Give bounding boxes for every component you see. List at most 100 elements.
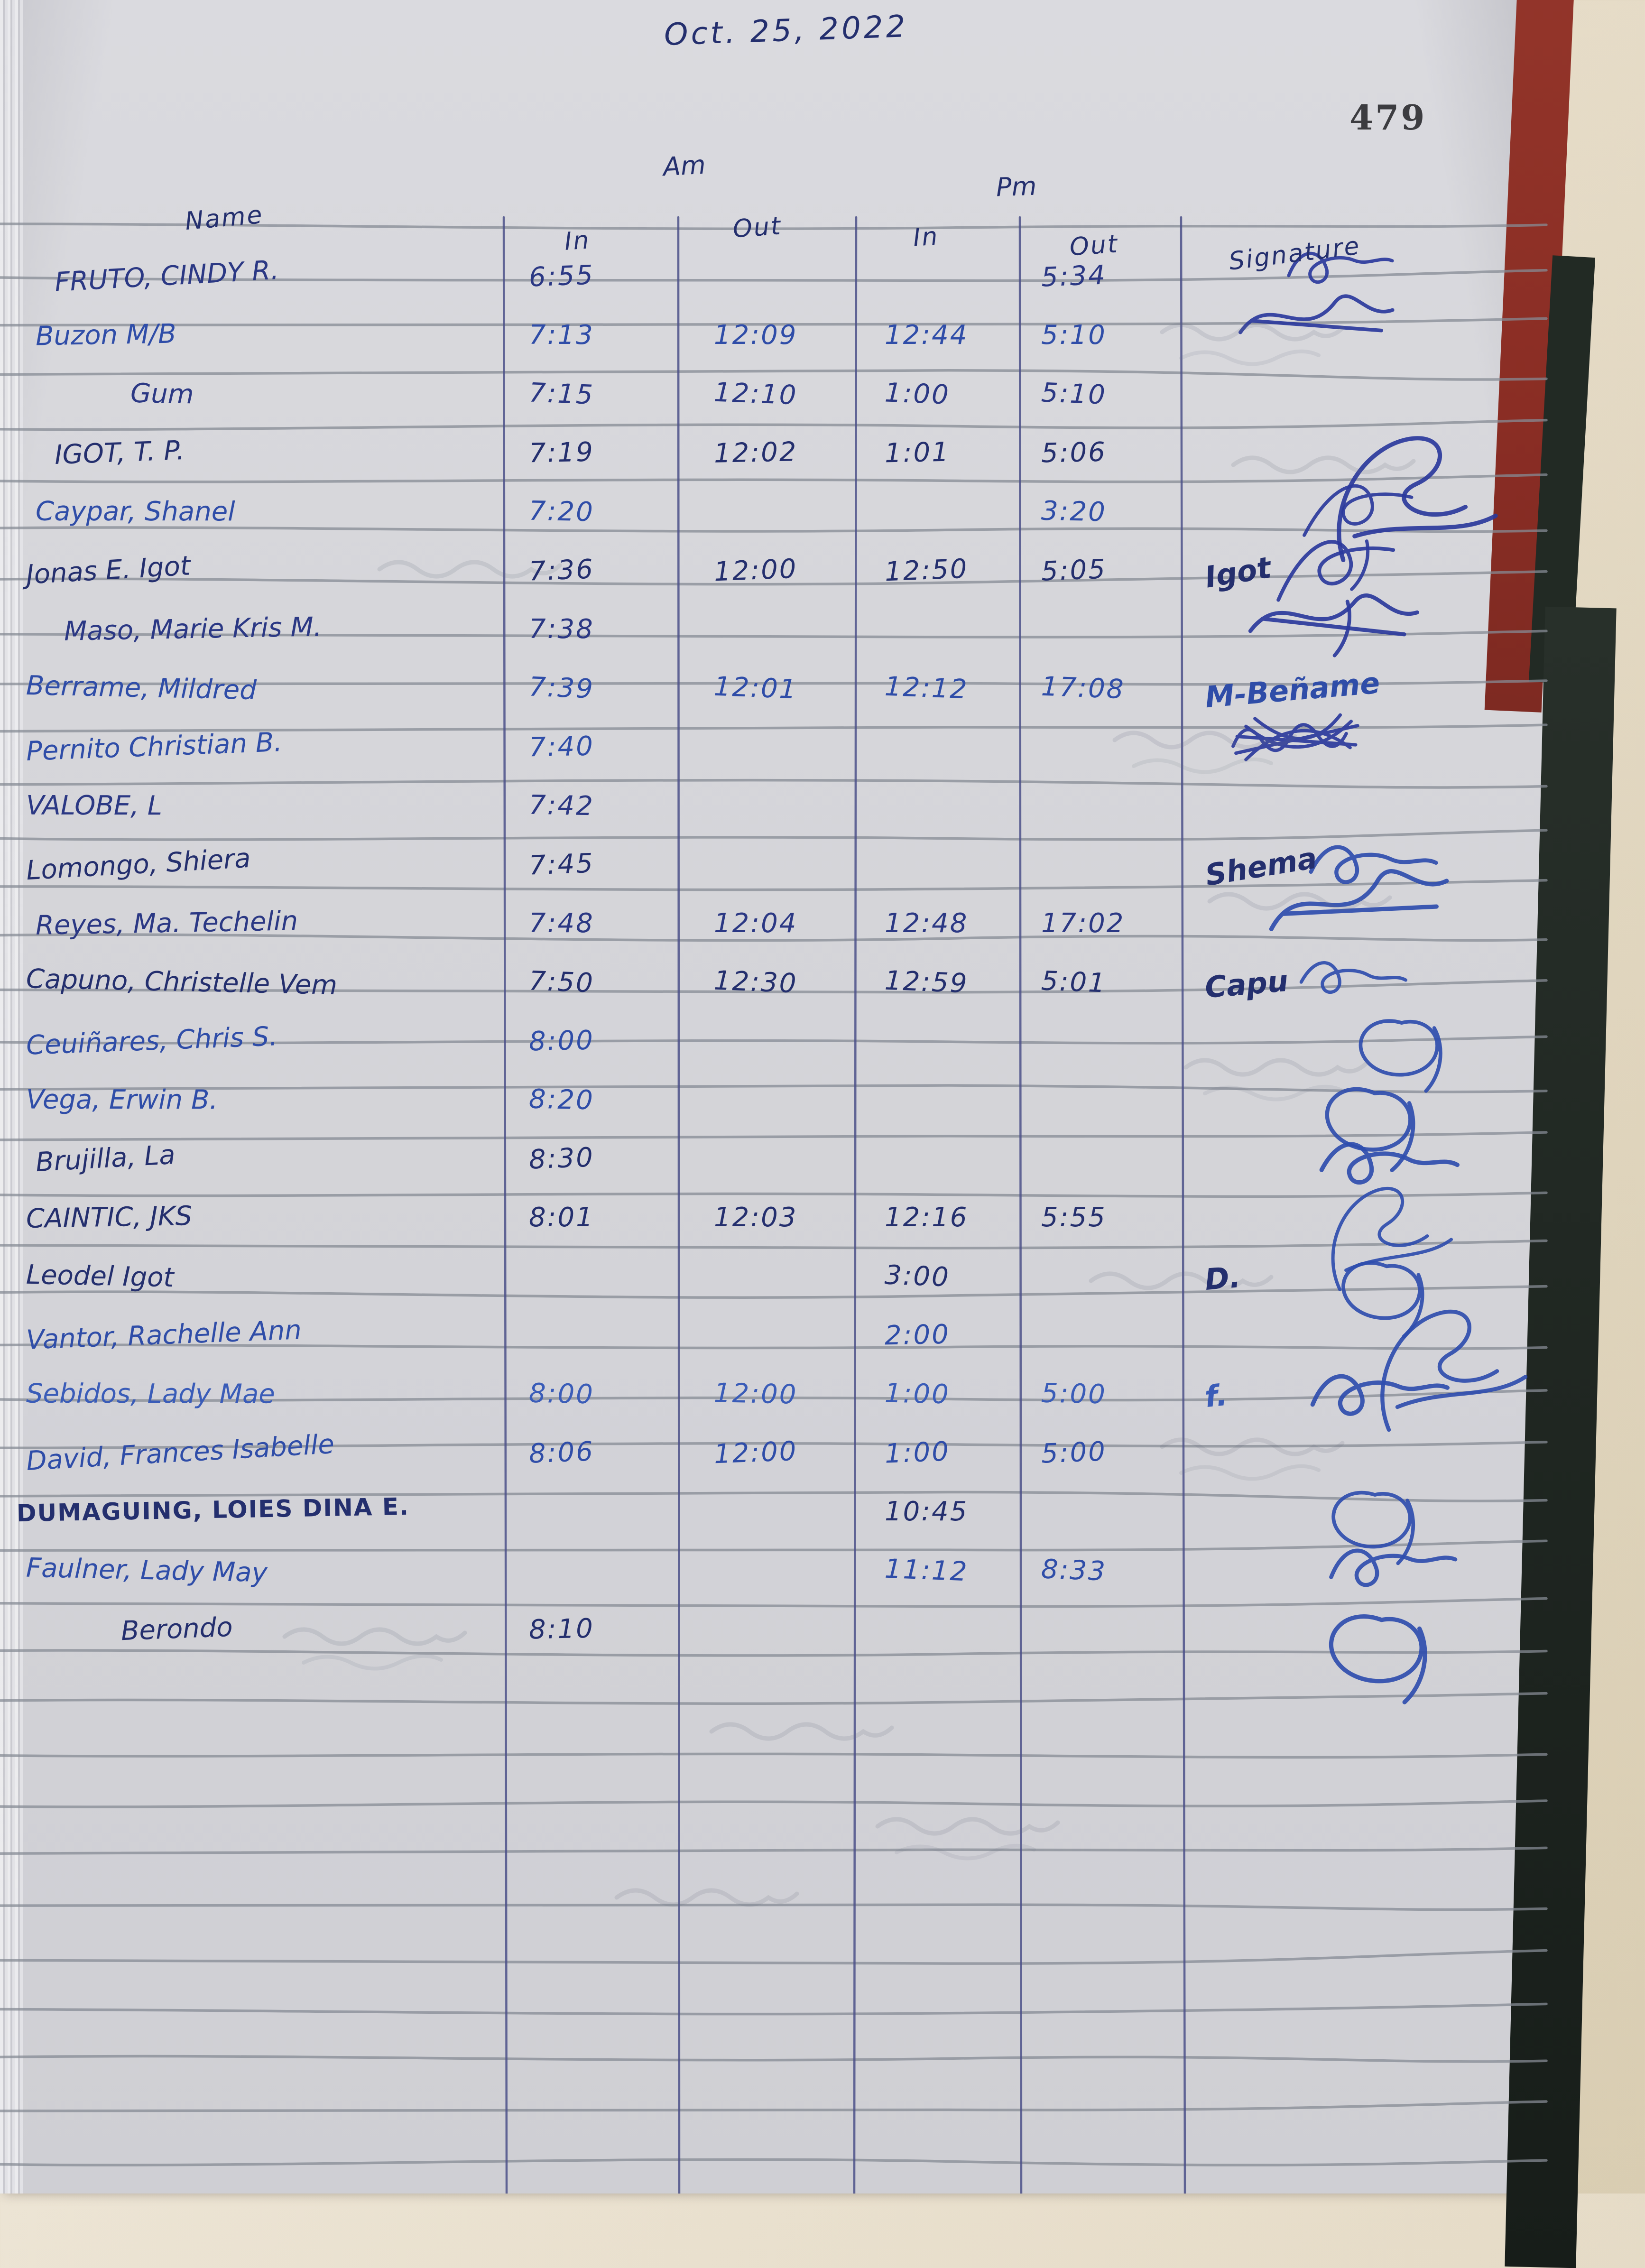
pm-out-time: 5:10 (1040, 377, 1107, 411)
pm-out-time: 5:34 (1040, 259, 1107, 293)
am-in-time: 7:42 (528, 789, 595, 822)
pm-out-time: 8:33 (1040, 1554, 1107, 1587)
table-row: VALOBE, L 7:42 (0, 782, 1549, 841)
pm-out-time: 17:02 (1041, 908, 1125, 939)
am-out-time: 12:00 (713, 1378, 798, 1410)
table-row: Pernito Christian B. 7:40 (0, 723, 1549, 782)
am-in-time: 8:10 (528, 1613, 595, 1646)
am-in-time: 7:20 (528, 495, 595, 528)
table-row: Vantor, Rachelle Ann 2:00 (0, 1311, 1549, 1370)
am-out-time: 12:30 (713, 965, 798, 1000)
employee-name: Capuno, Christelle Vem (26, 963, 338, 1001)
am-in-time: 8:20 (528, 1083, 595, 1116)
employee-name: Sebidos, Lady Mae (26, 1378, 275, 1410)
notebook-page (0, 0, 1549, 2194)
pm-out-time: 5:00 (1040, 1436, 1107, 1470)
table-row: Vega, Erwin B. 8:20 (0, 1076, 1549, 1135)
am-out-time: 12:00 (713, 1435, 798, 1470)
am-in-time: 6:55 (528, 259, 595, 293)
am-in-time: 7:48 (529, 908, 594, 939)
am-out-time: 12:03 (714, 1202, 798, 1233)
signature-text: f. (1203, 1377, 1229, 1415)
employee-name: Jonas E. Igot (25, 550, 192, 591)
am-in-time: 8:00 (528, 1378, 595, 1410)
table-row: Maso, Marie Kris M. 7:38 (0, 605, 1549, 664)
pm-out-time: 5:06 (1041, 436, 1107, 469)
employee-name: IGOT, T. P. (54, 435, 185, 471)
page-number: 479 (1349, 97, 1427, 138)
table-row: IGOT, T. P. 7:19 12:02 1:01 5:06 (0, 429, 1549, 488)
employee-name: CAINTIC, JKS (26, 1200, 193, 1235)
am-in-time: 7:40 (528, 731, 595, 763)
am-in-time: 8:30 (528, 1142, 595, 1176)
signature-text: Igot (1202, 550, 1274, 595)
pm-in-time: 12:16 (885, 1202, 969, 1233)
table-row: Leodel Igot 3:00 D. (0, 1252, 1549, 1311)
employee-name: Berondo (120, 1611, 233, 1647)
am-in-time: 7:19 (528, 436, 595, 469)
employee-name: Lomongo, Shiera (25, 842, 252, 887)
pm-in-time: 11:12 (884, 1553, 969, 1588)
pm-in-time: 1:01 (884, 436, 951, 469)
am-in-time: 7:39 (528, 671, 595, 705)
am-out-time: 12:02 (713, 436, 798, 469)
employee-name: Caypar, Shanel (35, 496, 235, 528)
pm-out-time: 5:05 (1040, 554, 1107, 587)
pm-in-time: 12:44 (885, 320, 969, 351)
employee-name: Faulner, Lady May (26, 1552, 268, 1589)
signature-text: Shema (1202, 840, 1320, 893)
am-in-time: 8:00 (528, 1025, 595, 1057)
am-in-time: 7:36 (528, 554, 595, 587)
table-row: David, Frances Isabelle 8:06 12:00 1:00 … (0, 1429, 1549, 1488)
employee-name: Gum (130, 378, 194, 410)
employee-name: Maso, Marie Kris M. (64, 611, 323, 647)
am-in-time: 7:15 (528, 377, 595, 411)
table-row: Reyes, Ma. Techelin 7:48 12:04 12:48 17:… (0, 899, 1549, 958)
pm-in-time: 1:00 (884, 377, 951, 411)
pm-in-time: 1:00 (884, 1378, 951, 1410)
pm-in-time: 10:45 (885, 1496, 969, 1527)
signature-text: Capu (1203, 963, 1290, 1005)
am-in-time: 8:06 (528, 1436, 595, 1470)
am-in-time: 7:45 (528, 848, 595, 881)
column-header-am-out: Out (732, 212, 783, 244)
employee-name: David, Frances Isabelle (25, 1428, 335, 1477)
employee-name: FRUTO, CINDY R. (54, 254, 280, 298)
am-in-time: 7:13 (529, 320, 594, 351)
pm-out-time: 17:08 (1040, 671, 1126, 705)
am-out-time: 12:00 (713, 553, 798, 588)
table-row: Brujilla, La 8:30 (0, 1135, 1549, 1194)
table-row: Ceuiñares, Chris S. 8:00 (0, 1017, 1549, 1076)
pm-in-time: 12:50 (884, 553, 969, 588)
table-row: Faulner, Lady May 11:12 8:33 (0, 1546, 1549, 1605)
employee-name: Brujilla, La (35, 1139, 176, 1178)
column-header-pm-in: In (912, 222, 940, 252)
table-row: Sebidos, Lady Mae 8:00 12:00 1:00 5:00 f… (0, 1370, 1549, 1429)
pm-out-time: 5:55 (1041, 1202, 1107, 1233)
table-row: Gum 7:15 12:10 1:00 5:10 (0, 370, 1549, 429)
employee-name: Leodel Igot (26, 1259, 175, 1294)
employee-name: Berrame, Mildred (26, 670, 257, 706)
employee-name: Pernito Christian B. (25, 727, 283, 767)
pm-in-time: 12:48 (885, 908, 969, 939)
table-row: Caypar, Shanel 7:20 3:20 (0, 488, 1549, 546)
employee-name: Reyes, Ma. Techelin (35, 906, 298, 941)
pm-out-time: 5:01 (1040, 965, 1107, 999)
employee-name: DUMAGUING, LOIES DINA E. (16, 1492, 410, 1527)
pm-section-label: Pm (995, 171, 1037, 203)
am-out-time: 12:01 (713, 671, 798, 705)
pm-in-time: 3:00 (884, 1259, 951, 1293)
table-row: Lomongo, Shiera 7:45 Shema (0, 840, 1549, 899)
page-stack-edges (0, 0, 23, 2194)
pm-in-time: 2:00 (884, 1319, 951, 1352)
employee-name: VALOBE, L (26, 790, 163, 822)
pm-in-time: 12:59 (884, 965, 969, 1000)
am-out-time: 12:04 (714, 908, 798, 939)
table-row: Jonas E. Igot 7:36 12:00 12:50 5:05 Igot (0, 546, 1549, 605)
column-header-am-in: In (563, 226, 591, 256)
am-in-time: 8:01 (529, 1202, 594, 1233)
table-row: CAINTIC, JKS 8:01 12:03 12:16 5:55 (0, 1194, 1549, 1252)
pm-out-time: 5:00 (1041, 1378, 1107, 1410)
employee-name: Vega, Erwin B. (26, 1084, 218, 1116)
